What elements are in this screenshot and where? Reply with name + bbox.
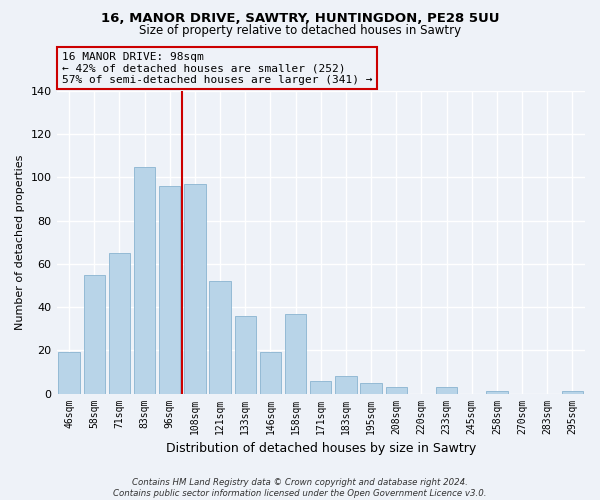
Bar [562, 392, 583, 394]
Text: 16 MANOR DRIVE: 98sqm
← 42% of detached houses are smaller (252)
57% of semi-det: 16 MANOR DRIVE: 98sqm ← 42% of detached … [62, 52, 373, 85]
Text: Size of property relative to detached houses in Sawtry: Size of property relative to detached ho… [139, 24, 461, 37]
Bar [209, 281, 231, 394]
Bar [310, 380, 331, 394]
Bar [159, 186, 181, 394]
Bar [109, 253, 130, 394]
Bar [235, 316, 256, 394]
Y-axis label: Number of detached properties: Number of detached properties [15, 154, 25, 330]
Bar [335, 376, 356, 394]
Bar [260, 352, 281, 394]
Bar [134, 166, 155, 394]
Bar [58, 352, 80, 394]
Bar [184, 184, 206, 394]
X-axis label: Distribution of detached houses by size in Sawtry: Distribution of detached houses by size … [166, 442, 476, 455]
Bar [486, 392, 508, 394]
Bar [436, 387, 457, 394]
Bar [285, 314, 307, 394]
Bar [361, 382, 382, 394]
Bar [386, 387, 407, 394]
Text: 16, MANOR DRIVE, SAWTRY, HUNTINGDON, PE28 5UU: 16, MANOR DRIVE, SAWTRY, HUNTINGDON, PE2… [101, 12, 499, 26]
Bar [83, 274, 105, 394]
Text: Contains HM Land Registry data © Crown copyright and database right 2024.
Contai: Contains HM Land Registry data © Crown c… [113, 478, 487, 498]
